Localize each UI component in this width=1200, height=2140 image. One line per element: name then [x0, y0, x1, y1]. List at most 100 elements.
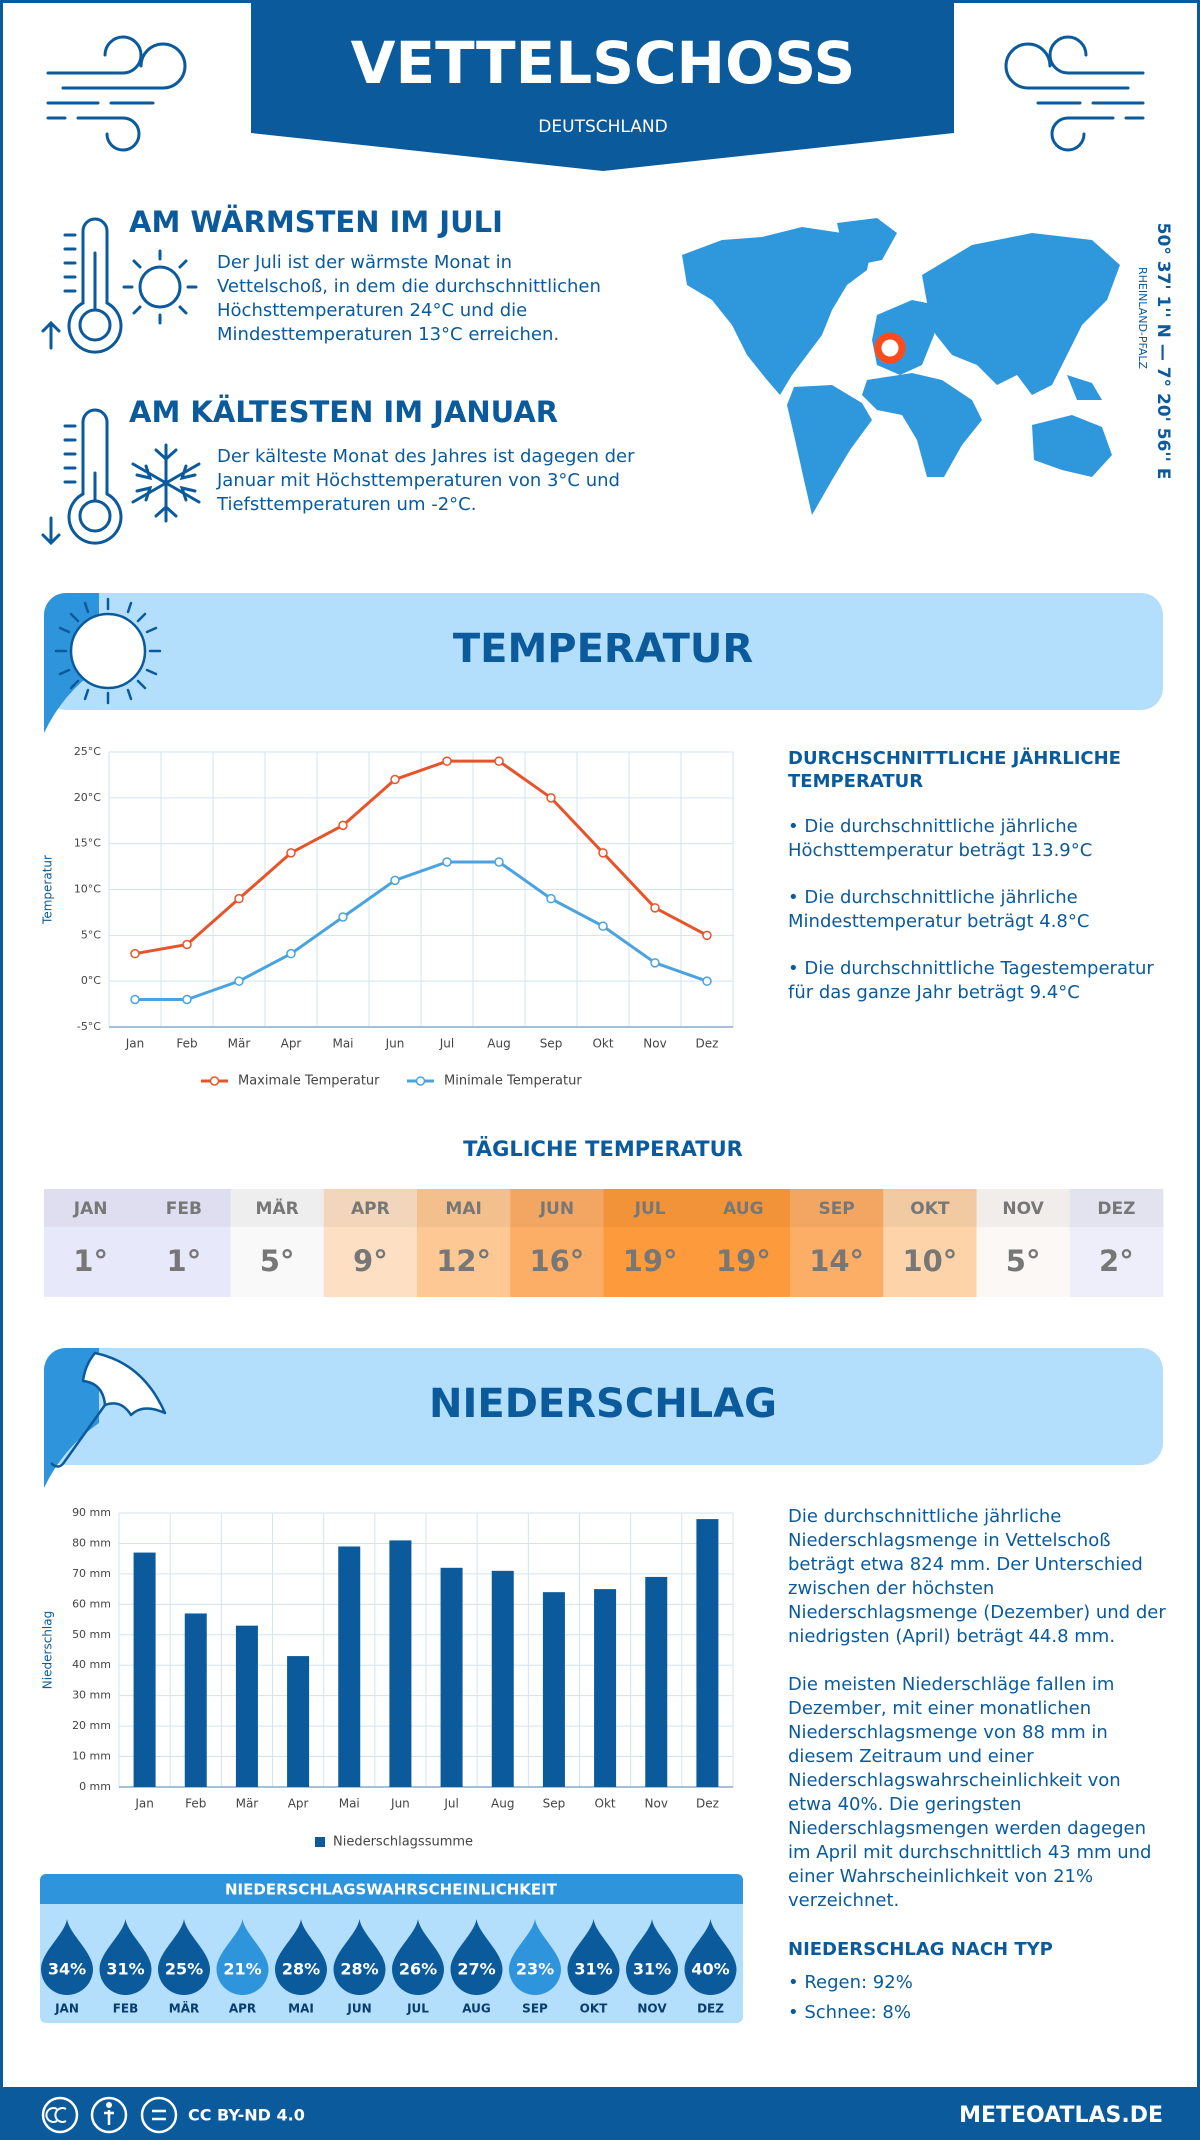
month-label: MÄR: [256, 1197, 299, 1219]
probability-value: 25%: [165, 1960, 203, 1979]
license-icons: [41, 2096, 178, 2134]
legend-swatch: [315, 1837, 325, 1847]
type-item: • Schnee: 8%: [788, 2002, 911, 2023]
y-tick-label: 25°C: [74, 745, 101, 758]
x-tick-label: Dez: [696, 1037, 719, 1051]
type-heading: NIEDERSCHLAG NACH TYP: [788, 1939, 1053, 1960]
point: [546, 793, 556, 803]
month-label: OKT: [580, 2002, 609, 2016]
drop: [216, 1919, 269, 1995]
probability-value: 31%: [574, 1960, 612, 1979]
y-tick-label: 20°C: [74, 791, 101, 804]
month-label: MÄR: [169, 2001, 199, 2016]
point: [182, 994, 192, 1005]
month-label: JUN: [539, 1199, 574, 1219]
license: CC BY-ND 4.0: [188, 2106, 305, 2125]
table-cell: [230, 1189, 325, 1297]
bar: [440, 1567, 463, 1787]
y-tick-label: 40 mm: [72, 1658, 111, 1671]
temperature-value: 5°: [260, 1244, 295, 1278]
month-label: JUL: [634, 1199, 666, 1219]
probability-title: NIEDERSCHLAGSWAHRSCHEINLICHKEIT: [225, 1881, 558, 1899]
point: [494, 857, 504, 867]
x-tick-label: Okt: [592, 1037, 613, 1051]
drop: [626, 1919, 678, 1995]
point: [338, 912, 348, 922]
month-label: NOV: [1002, 1199, 1044, 1219]
month-label: APR: [351, 1199, 390, 1219]
x-tick-label: Jan: [125, 1037, 145, 1051]
y-tick-label: 0 mm: [79, 1780, 111, 1793]
bar: [287, 1656, 310, 1787]
x-tick-label: Mär: [236, 1797, 259, 1811]
coldest-text: Der kälteste Monat des Jahres ist dagege…: [217, 446, 635, 515]
bar: [184, 1613, 207, 1787]
point: [130, 994, 140, 1005]
bar: [696, 1519, 719, 1787]
bar: [133, 1552, 156, 1787]
table-title: TÄGLICHE TEMPERATUR: [463, 1136, 743, 1161]
table-cell: [44, 1189, 138, 1297]
probability-panel: [40, 1874, 743, 2023]
thermometer-icon: [41, 217, 123, 354]
y-tick-label: 0°C: [81, 974, 101, 987]
temperature-value: 2°: [1099, 1244, 1134, 1278]
y-tick-label: 80 mm: [72, 1536, 111, 1549]
table-header-shade: [696, 1189, 791, 1227]
y-tick-label: -5°C: [77, 1020, 101, 1033]
x-tick-label: Mai: [332, 1037, 353, 1051]
x-tick-label: Mär: [228, 1037, 251, 1051]
line: [135, 860, 708, 1001]
legend-marker: [209, 1076, 220, 1086]
y-tick-label: 5°C: [81, 928, 101, 941]
bar: [594, 1589, 617, 1787]
point: [442, 857, 452, 867]
x-tick-label: Dez: [696, 1797, 719, 1811]
month-label: JAN: [54, 2002, 79, 2016]
y-tick-label: 20 mm: [72, 1719, 111, 1732]
table-header-shade: [44, 1189, 138, 1227]
type-item: • Regen: 92%: [788, 1972, 913, 1993]
x-tick-label: Aug: [491, 1797, 514, 1811]
drop: [450, 1919, 503, 1995]
temperature-value: 1°: [167, 1244, 202, 1278]
x-tick-label: Aug: [487, 1037, 510, 1051]
y-tick-label: 50 mm: [72, 1628, 111, 1641]
snowflake-icon: [131, 443, 201, 523]
point: [494, 756, 504, 766]
table-cell: [696, 1189, 791, 1297]
x-tick-label: Jan: [134, 1797, 154, 1811]
probability-value: 21%: [223, 1960, 261, 1979]
x-tick-label: Feb: [176, 1037, 197, 1051]
point: [286, 948, 296, 959]
point: [130, 948, 140, 959]
x-tick-label: Mai: [339, 1797, 360, 1811]
month-label: JUN: [346, 2002, 371, 2016]
x-tick-label: Apr: [281, 1037, 302, 1051]
drop: [99, 1919, 152, 1995]
table-cell: [510, 1189, 604, 1297]
probability-value: 23%: [516, 1960, 554, 1979]
probability-value: 26%: [399, 1960, 437, 1979]
month-label: MAI: [288, 2002, 314, 2016]
month-label: OKT: [910, 1199, 950, 1219]
section-title: TEMPERATUR: [453, 626, 753, 672]
legend-marker: [415, 1076, 426, 1086]
point: [390, 875, 400, 886]
table-header-shade: [603, 1189, 698, 1227]
table-header-shade: [323, 1189, 418, 1227]
probability-value: 28%: [340, 1960, 378, 1979]
section-banner: [44, 593, 1163, 710]
point: [598, 921, 608, 931]
drop: [41, 1919, 93, 1995]
y-tick-label: 15°C: [74, 837, 101, 850]
probability-value: 34%: [48, 1960, 86, 1979]
coldest-heading: AM KÄLTESTEN IM JANUAR: [129, 395, 559, 429]
world-map: [682, 218, 1120, 515]
city-title: VETTELSCHOSS: [351, 29, 856, 97]
warmest-text: Der Juli ist der wärmste Monat in Vettel…: [217, 252, 601, 345]
point: [182, 939, 192, 950]
warmest-heading: AM WÄRMSTEN IM JULI: [129, 205, 503, 239]
probability-header: [40, 1874, 743, 1904]
y-tick-label: 90 mm: [72, 1506, 111, 1519]
